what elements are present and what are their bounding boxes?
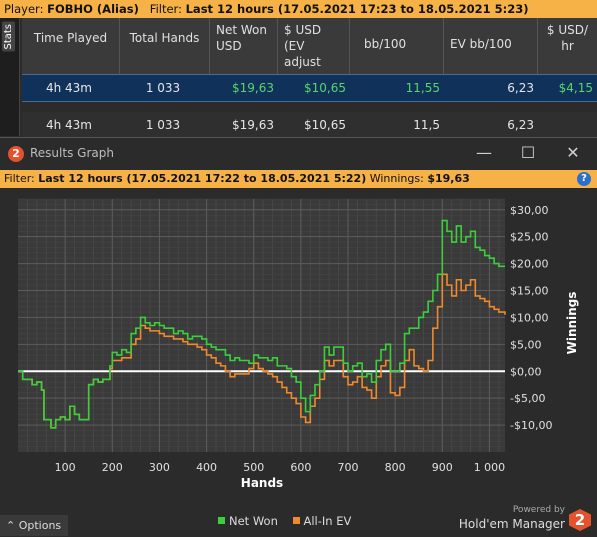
legend-label: Net Won bbox=[229, 514, 278, 528]
y-tick-label: $20,00 bbox=[510, 258, 549, 271]
x-tick-label: 200 bbox=[102, 461, 123, 474]
x-tick-label: 900 bbox=[432, 461, 453, 474]
brand-name: Hold'em Manager bbox=[458, 517, 565, 531]
info-icon[interactable]: ? bbox=[577, 172, 591, 186]
cell-time: 4h 43m bbox=[45, 81, 92, 95]
winnings-value: $19,63 bbox=[427, 172, 470, 185]
y-axis-label: Winnings bbox=[565, 292, 579, 355]
results-graph-chart[interactable]: 100 200 300 400 500 600 700 800 900 1 000 -$10,00… bbox=[0, 188, 597, 528]
x-tick-label: 800 bbox=[385, 461, 406, 474]
window-titlebar[interactable]: 2 Results Graph — ☐ ✕ bbox=[0, 138, 597, 170]
brand-powered-by: Powered by bbox=[512, 505, 565, 515]
x-axis-label: Hands bbox=[241, 476, 283, 490]
cell-ev-adjusted: $10,65 bbox=[304, 81, 346, 95]
minimize-button[interactable]: — bbox=[476, 143, 492, 162]
stats-table: Time Played Total Hands Net Won USD $ US… bbox=[22, 18, 597, 138]
y-tick-label: $5,00 bbox=[510, 338, 542, 351]
legend-label: All-In EV bbox=[303, 514, 352, 528]
y-tick-label: $25,00 bbox=[510, 231, 549, 244]
x-tick-label: 500 bbox=[243, 461, 264, 474]
legend-item-net-won: Net Won bbox=[218, 514, 278, 528]
cell-ev-adjusted: $10,65 bbox=[304, 118, 346, 132]
y-tick-label: $15,00 bbox=[510, 285, 549, 298]
close-button[interactable]: ✕ bbox=[566, 143, 580, 162]
stats-side-tab[interactable]: Stats bbox=[0, 18, 20, 136]
y-tick-label: -$5,00 bbox=[510, 392, 545, 405]
x-tick-label: 400 bbox=[196, 461, 217, 474]
filter-label: Filter: bbox=[149, 2, 182, 16]
table-row-total[interactable]: 4h 43m 1 033 $19,63 $10,65 11,5 6,23 bbox=[22, 112, 597, 138]
results-graph-window: 2 Results Graph — ☐ ✕ Filter: Last 12 ho… bbox=[0, 137, 597, 537]
table-row-selected[interactable]: 4h 43m 1 033 $19,63 $10,65 11,55 6,23 $4… bbox=[22, 74, 597, 102]
x-tick-label: 100 bbox=[55, 461, 76, 474]
player-label: Player: bbox=[4, 2, 44, 16]
col-ev-adjusted[interactable]: $ USD (EV adjust bbox=[278, 18, 350, 74]
series-line-net-won bbox=[18, 219, 505, 429]
y-tick-label: -$10,00 bbox=[510, 419, 552, 432]
legend-swatch bbox=[292, 517, 300, 524]
cell-ev-bb100: 6,23 bbox=[507, 81, 534, 95]
cell-usd-hr: $4,15 bbox=[558, 81, 593, 95]
col-total-hands[interactable]: Total Hands bbox=[120, 18, 210, 74]
x-tick-label: 700 bbox=[338, 461, 359, 474]
stats-tab-label[interactable]: Stats bbox=[2, 22, 15, 52]
cell-time: 4h 43m bbox=[45, 118, 92, 132]
x-tick-label: 300 bbox=[149, 461, 170, 474]
y-tick-label: $0,00 bbox=[510, 365, 542, 378]
cell-net-won: $19,63 bbox=[232, 118, 274, 132]
col-ev-bb100[interactable]: EV bb/100 bbox=[444, 18, 538, 74]
cell-hands: 1 033 bbox=[145, 118, 181, 132]
cell-bb100: 11,55 bbox=[405, 81, 440, 95]
y-tick-label: $30,00 bbox=[510, 204, 549, 217]
brand-block: Powered by Hold'em Manager bbox=[459, 505, 565, 532]
table-header: Time Played Total Hands Net Won USD $ US… bbox=[22, 18, 597, 74]
legend-swatch bbox=[218, 517, 225, 524]
legend-item-all-in-ev: All-In EV bbox=[292, 514, 352, 528]
hm2-app-icon: 2 bbox=[8, 146, 24, 162]
graph-filter-bar: Filter: Last 12 hours (17.05.2021 17:22 … bbox=[0, 170, 597, 188]
cell-ev-bb100: 6,23 bbox=[507, 118, 534, 132]
col-usd-hr[interactable]: $ USD/ hr bbox=[546, 23, 589, 53]
filter-label: Filter: bbox=[4, 172, 35, 185]
col-net-won[interactable]: Net Won USD bbox=[210, 18, 278, 74]
chart-legend: Net Won All-In EV bbox=[218, 514, 351, 528]
col-time-played[interactable]: Time Played bbox=[22, 18, 120, 74]
cell-hands: 1 033 bbox=[145, 81, 181, 95]
x-tick-label: 600 bbox=[290, 461, 311, 474]
cell-bb100: 11,5 bbox=[413, 118, 440, 132]
cell-usd-hr bbox=[538, 112, 597, 138]
player-filter-bar: Player: FOBHO (Alias) Filter: Last 12 ho… bbox=[0, 0, 597, 18]
x-tick-label: 1 000 bbox=[474, 461, 506, 474]
col-bb100[interactable]: bb/100 bbox=[350, 18, 444, 74]
maximize-button[interactable]: ☐ bbox=[520, 143, 536, 162]
y-tick-label: $10,00 bbox=[510, 311, 549, 324]
hm2-logo-icon: 2 bbox=[569, 509, 591, 531]
cell-net-won: $19,63 bbox=[232, 81, 274, 95]
window-title: Results Graph bbox=[30, 146, 114, 160]
filter-value[interactable]: Last 12 hours (17.05.2021 17:22 to 18.05… bbox=[38, 172, 367, 185]
filter-value[interactable]: Last 12 hours (17.05.2021 17:23 to 18.05… bbox=[185, 2, 529, 16]
player-value[interactable]: FOBHO (Alias) bbox=[47, 2, 139, 16]
winnings-label: Winnings: bbox=[369, 172, 424, 185]
chevron-up-icon: ⌃ bbox=[6, 519, 16, 532]
options-label: Options bbox=[18, 519, 62, 532]
options-button[interactable]: ⌃ Options bbox=[0, 515, 68, 536]
